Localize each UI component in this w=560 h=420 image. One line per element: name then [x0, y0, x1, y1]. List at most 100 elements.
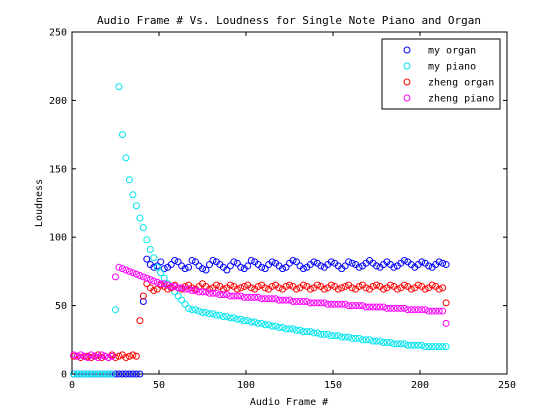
data-point	[286, 281, 293, 289]
data-point	[306, 299, 314, 307]
data-point	[310, 329, 318, 337]
data-point	[129, 351, 137, 359]
chart-title: Audio Frame # Vs. Loudness for Single No…	[97, 14, 481, 27]
data-point	[310, 299, 318, 307]
data-point	[185, 285, 193, 293]
data-point	[341, 300, 349, 308]
data-point	[171, 256, 179, 264]
data-point	[233, 259, 241, 267]
data-point	[272, 322, 280, 330]
data-point	[334, 285, 342, 293]
data-point	[292, 297, 300, 305]
data-point	[143, 236, 151, 244]
data-point	[171, 288, 179, 296]
data-point	[261, 284, 269, 292]
data-point	[282, 263, 290, 271]
data-point	[376, 337, 384, 345]
data-point	[237, 284, 245, 292]
data-point	[442, 319, 450, 327]
data-point	[327, 258, 335, 266]
data-point	[118, 370, 126, 378]
data-point	[268, 295, 276, 303]
data-point	[251, 318, 259, 326]
data-point	[174, 292, 182, 300]
data-point	[386, 281, 394, 289]
data-point	[129, 370, 137, 378]
data-point	[400, 281, 408, 289]
legend-entry: zheng organ	[428, 78, 494, 89]
data-point	[261, 321, 269, 329]
data-point	[282, 296, 290, 304]
data-point	[237, 263, 245, 271]
data-point	[212, 281, 220, 289]
data-point	[306, 328, 314, 336]
data-point	[306, 285, 314, 293]
data-point	[223, 313, 231, 321]
data-point	[216, 291, 224, 299]
data-point	[115, 370, 123, 378]
data-point	[160, 265, 168, 273]
data-point	[164, 281, 172, 289]
series-my-piano	[70, 83, 450, 378]
data-point	[139, 297, 147, 305]
data-point	[397, 340, 405, 348]
data-point	[115, 263, 123, 271]
data-point	[359, 336, 367, 344]
data-point	[352, 334, 360, 342]
data-point	[376, 303, 384, 311]
data-point	[139, 292, 147, 300]
data-point	[379, 285, 387, 293]
data-point	[362, 303, 370, 311]
data-point	[219, 285, 227, 293]
data-point	[143, 255, 151, 263]
data-point	[442, 343, 450, 351]
data-point	[355, 263, 363, 271]
data-point	[366, 336, 374, 344]
data-point	[292, 258, 300, 266]
data-point	[153, 263, 161, 271]
data-point	[289, 325, 297, 333]
data-point	[261, 265, 269, 273]
data-point	[122, 354, 130, 362]
data-point	[167, 261, 175, 269]
data-point	[313, 329, 321, 337]
y-tick-label: 200	[49, 96, 67, 107]
legend-entry: zheng piano	[428, 94, 494, 105]
legend-marker	[403, 62, 411, 70]
data-point	[317, 299, 325, 307]
data-point	[334, 300, 342, 308]
data-point	[87, 351, 95, 359]
data-point	[181, 300, 189, 308]
data-point	[320, 285, 328, 293]
data-point	[254, 293, 262, 301]
data-point	[146, 276, 154, 284]
data-point	[205, 310, 213, 318]
data-point	[303, 328, 311, 336]
data-point	[150, 277, 158, 285]
data-point	[258, 319, 266, 327]
data-point	[181, 285, 189, 293]
data-point	[407, 341, 415, 349]
data-point	[70, 351, 78, 359]
data-point	[112, 306, 119, 314]
data-point	[230, 292, 238, 300]
data-point	[421, 306, 429, 314]
data-point	[359, 302, 367, 310]
data-point	[143, 280, 151, 288]
data-point	[192, 306, 200, 314]
data-point	[125, 267, 133, 275]
data-point	[320, 330, 328, 338]
data-point	[265, 321, 273, 329]
data-point	[286, 325, 293, 333]
data-point	[299, 328, 307, 336]
data-point	[160, 280, 168, 288]
data-point	[174, 258, 182, 266]
data-point	[122, 370, 130, 378]
data-point	[282, 325, 290, 333]
data-point	[129, 191, 137, 199]
data-point	[209, 310, 217, 318]
data-point	[435, 307, 443, 315]
data-point	[125, 176, 133, 184]
data-point	[77, 351, 85, 359]
data-point	[268, 258, 276, 266]
